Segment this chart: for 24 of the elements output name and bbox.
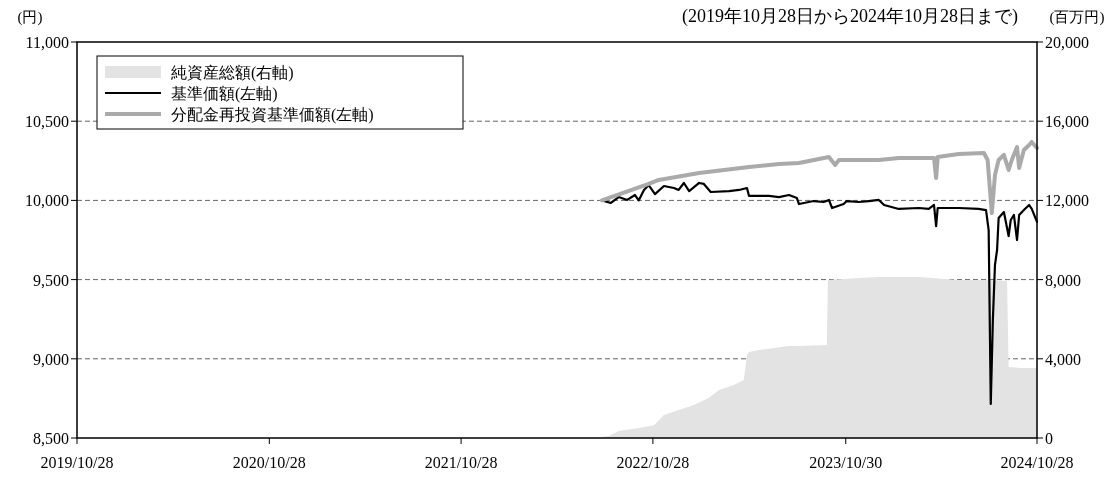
y-tick-label: 10,500 <box>25 113 69 131</box>
legend-label: 分配金再投資基準価額(左軸) <box>171 106 374 124</box>
x-tick-label: 2020/10/28 <box>232 454 306 471</box>
x-tick-label: 2021/10/28 <box>424 454 498 471</box>
x-tick-label: 2022/10/28 <box>616 454 690 471</box>
y-tick-label: 11,000 <box>25 34 69 51</box>
chart-subtitle: (2019年10月28日から2024年10月28日まで) <box>682 6 1018 27</box>
x-tick-label: 2019/10/28 <box>40 454 114 471</box>
y2-tick-label: 0 <box>1045 430 1053 447</box>
x-tick-label: 2023/10/30 <box>809 454 883 471</box>
y-tick-label: 9,500 <box>33 271 69 289</box>
y2-tick-label: 16,000 <box>1045 113 1089 131</box>
legend-label: 純資産総額(右軸) <box>171 64 294 82</box>
y-tick-label: 9,000 <box>33 350 69 368</box>
y-tick-label: 10,000 <box>25 192 69 210</box>
legend-label: 基準価額(左軸) <box>171 85 278 103</box>
y-tick-label: 8,500 <box>33 430 69 447</box>
y2-tick-label: 8,000 <box>1045 271 1081 289</box>
y2-tick-label: 4,000 <box>1045 350 1081 368</box>
y-axis-title: (円) <box>17 9 43 26</box>
y2-axis-title: (百万円) <box>1049 9 1105 26</box>
y2-tick-label: 20,000 <box>1045 34 1089 51</box>
x-tick-label: 2024/10/28 <box>1000 454 1074 471</box>
y2-tick-label: 12,000 <box>1045 192 1089 210</box>
